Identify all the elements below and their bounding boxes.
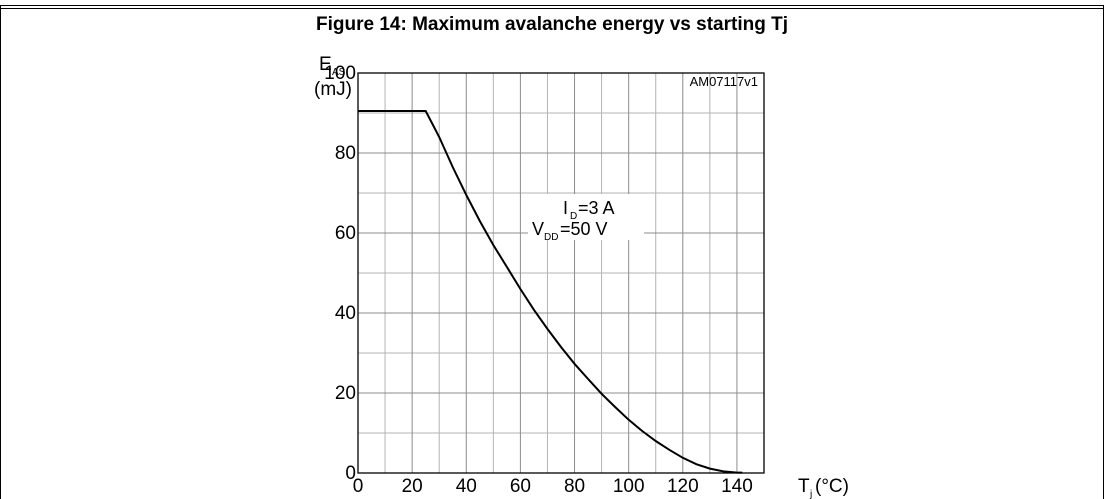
y-tick-label: 0 — [345, 463, 356, 484]
x-tick-label: 0 — [353, 476, 364, 497]
x-axis-label-unit: (°C) — [815, 476, 849, 497]
annotation-id-symbol: I — [563, 198, 568, 218]
top-border-line-inner — [0, 8, 1104, 9]
grid-minor — [358, 73, 764, 473]
annotation-vdd-symbol: V — [532, 219, 544, 239]
y-tick-label: 100 — [324, 63, 356, 84]
y-tick-label: 40 — [335, 303, 356, 324]
x-axis-label-symbol: T — [798, 476, 810, 497]
x-tick-label: 40 — [456, 476, 477, 497]
x-tick-label: 60 — [510, 476, 531, 497]
annotation-vdd-subscript: DD — [544, 232, 558, 243]
x-tick-labels: 0 20 40 60 80 100 120 140 — [353, 476, 753, 497]
annotation-vdd-value: =50 V — [560, 219, 608, 239]
plot-border — [357, 72, 765, 474]
y-axis-label-symbol: E — [319, 54, 332, 75]
y-tick-labels: 0 20 40 60 80 100 — [324, 63, 356, 484]
annotation-id-subscript: D — [570, 211, 577, 222]
doc-code: AM07117v1 — [690, 74, 758, 89]
x-tick-label: 80 — [564, 476, 585, 497]
y-axis-label-subscript: AS — [332, 67, 346, 78]
x-tick-label: 140 — [721, 476, 753, 497]
y-tick-label: 20 — [335, 383, 356, 404]
x-tick-label: 120 — [667, 476, 699, 497]
series-line-eas — [358, 110, 743, 474]
y-tick-label: 80 — [335, 143, 356, 164]
figure-title: Figure 14: Maximum avalanche energy vs s… — [316, 14, 788, 35]
x-tick-label: 100 — [613, 476, 645, 497]
y-axis-label-unit: (mJ) — [314, 79, 352, 100]
x-axis-label-subscript: j — [809, 489, 812, 499]
annotation-id-value: =3 A — [578, 198, 615, 218]
top-border-line — [0, 5, 1104, 6]
left-border-line — [0, 5, 1, 499]
x-tick-label: 20 — [402, 476, 423, 497]
y-tick-label: 60 — [335, 223, 356, 244]
annotation-background — [528, 194, 644, 240]
